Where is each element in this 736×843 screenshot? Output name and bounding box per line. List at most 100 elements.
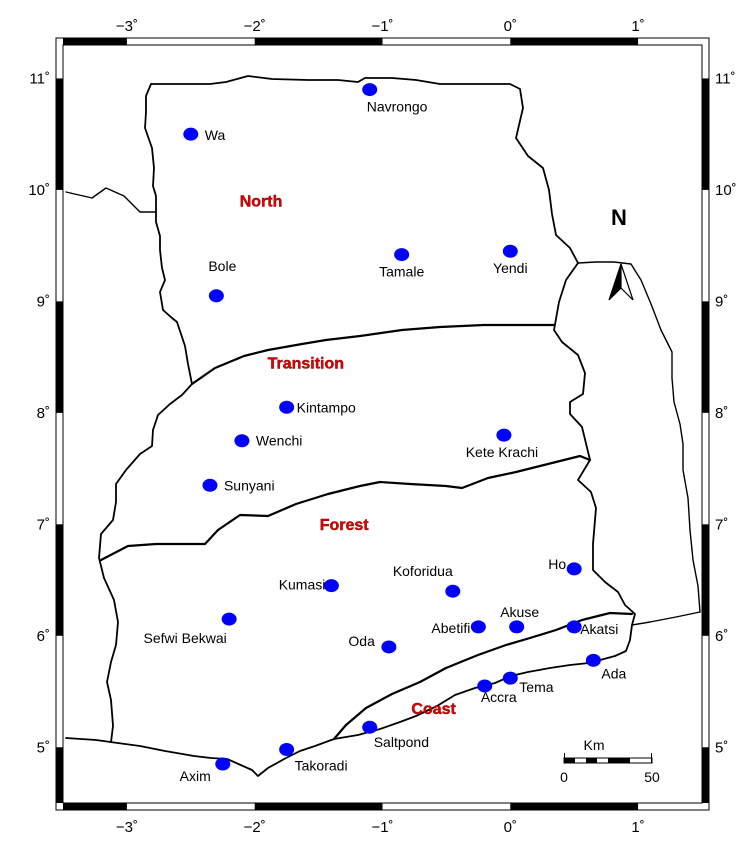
scale-bar: Km 0 50 xyxy=(560,737,660,785)
station-marker xyxy=(509,620,525,634)
zone-label: Transition xyxy=(268,355,344,372)
x-tick-label-bottom: −2˚ xyxy=(244,819,266,836)
station-marker xyxy=(202,478,218,492)
neighbour-border-west xyxy=(65,187,157,213)
station-label: Akatsi xyxy=(580,621,618,637)
y-tick-label-left: 5˚ xyxy=(37,739,50,756)
zone-boundary-forest-coast xyxy=(332,611,634,741)
station-marker xyxy=(183,127,199,141)
station-marker xyxy=(502,671,518,685)
frame-band-top xyxy=(63,38,127,45)
station-label: Wenchi xyxy=(256,433,302,449)
frame-band-right xyxy=(702,524,709,636)
station-label: Oda xyxy=(348,633,375,649)
station-label: Tema xyxy=(519,679,553,695)
y-tick-label-left: 7˚ xyxy=(37,516,50,533)
x-tick-label-bottom: −1˚ xyxy=(371,819,393,836)
station-label: Akuse xyxy=(500,604,539,620)
station-marker xyxy=(208,289,224,303)
y-tick-label-right: 9˚ xyxy=(715,293,728,310)
y-tick-label-right: 7˚ xyxy=(715,516,728,533)
y-tick-label-right: 8˚ xyxy=(715,405,728,422)
y-tick-label-left: 10˚ xyxy=(28,182,50,199)
station-marker xyxy=(323,579,339,593)
x-tick-label-bottom: 1˚ xyxy=(631,819,644,836)
frame-band-left xyxy=(56,301,63,413)
scale-bar-unit: Km xyxy=(584,737,605,753)
station-label: Ho xyxy=(548,556,566,572)
x-tick-label-bottom: 0˚ xyxy=(504,819,517,836)
neighbour-border-east xyxy=(577,261,701,613)
station-marker xyxy=(215,757,231,771)
zone-label: Coast xyxy=(411,701,456,718)
map-boundaries xyxy=(65,75,701,777)
zone-boundary-transition-forest xyxy=(99,454,592,562)
y-tick-label-right: 6˚ xyxy=(715,628,728,645)
scale-bar-label-end: 50 xyxy=(644,769,660,785)
station-label: Koforidua xyxy=(393,563,453,579)
frame-inner xyxy=(62,44,703,804)
map-frame xyxy=(55,37,710,811)
frame-band-bottom xyxy=(63,803,127,810)
station-label: Kumasi xyxy=(279,577,326,593)
station-marker xyxy=(585,653,601,667)
frame-band-bottom xyxy=(510,803,639,810)
station-label: Sunyani xyxy=(224,477,275,493)
x-tick-label-top: −3˚ xyxy=(116,18,138,35)
station-marker xyxy=(279,742,295,756)
station-marker xyxy=(496,428,512,442)
station-marker xyxy=(221,612,237,626)
station-label: Yendi xyxy=(493,260,528,276)
station-label: Ada xyxy=(601,665,626,681)
station-marker xyxy=(362,720,378,734)
y-tick-label-right: 5˚ xyxy=(715,739,728,756)
station-marker xyxy=(394,248,410,262)
frame-band-left xyxy=(56,747,63,803)
zone-boundary-north-transition xyxy=(190,323,556,386)
station-label: Wa xyxy=(205,127,226,143)
station-marker xyxy=(279,400,295,414)
y-tick-label-left: 11˚ xyxy=(29,70,50,87)
y-tick-label-right: 11˚ xyxy=(715,70,736,87)
station-marker xyxy=(566,620,582,634)
north-arrow: N xyxy=(608,205,634,301)
station-marker xyxy=(234,434,250,448)
x-tick-label-bottom: −3˚ xyxy=(116,819,138,836)
station-marker xyxy=(381,640,397,654)
x-tick-label-top: 1˚ xyxy=(631,18,644,35)
station-label: Sefwi Bekwai xyxy=(144,630,227,646)
station-label: Bole xyxy=(208,258,236,274)
west-border xyxy=(98,83,193,743)
frame-band-right xyxy=(702,747,709,803)
y-tick-label-left: 9˚ xyxy=(37,293,50,310)
frame-band-left xyxy=(56,78,63,190)
frame-band-top xyxy=(510,38,639,45)
station-label: Tamale xyxy=(379,264,424,280)
frame-band-left xyxy=(56,524,63,636)
stations: Navrongo Wa Tamale Yendi Bole Kintampo Wenchi K… xyxy=(144,83,626,784)
x-tick-label-top: −1˚ xyxy=(371,18,393,35)
axis-tick-labels: −3˚ −3˚ −2˚ −2˚ −1˚ −1˚ 0˚ 0˚ 1˚ 1˚ 5˚ 5˚ 6˚ 6˚ 7˚ 7˚ 8˚… xyxy=(28,18,736,836)
scale-bar-label-start: 0 xyxy=(560,769,568,785)
frame-band-bottom xyxy=(254,803,383,810)
station-marker xyxy=(362,83,378,97)
station-label: Navrongo xyxy=(367,99,428,115)
y-tick-label-left: 6˚ xyxy=(37,628,50,645)
y-tick-label-right: 10˚ xyxy=(715,182,736,199)
frame-band-right xyxy=(702,78,709,190)
north-arrow-label: N xyxy=(611,205,627,230)
station-label: Accra xyxy=(481,689,517,705)
station-marker xyxy=(566,562,582,576)
zone-label: North xyxy=(240,194,283,211)
station-label: Kintampo xyxy=(297,399,356,415)
station-marker xyxy=(470,620,486,634)
frame-band-right xyxy=(702,301,709,413)
frame-band-top xyxy=(254,38,383,45)
station-label: Saltpond xyxy=(374,734,429,750)
zone-label: Forest xyxy=(320,517,370,534)
station-label: Takoradi xyxy=(295,757,348,773)
station-label: Abetifi xyxy=(431,620,470,636)
zone-labels: North Transition Forest Coast xyxy=(240,193,457,718)
north-arrow-icon xyxy=(608,263,634,301)
